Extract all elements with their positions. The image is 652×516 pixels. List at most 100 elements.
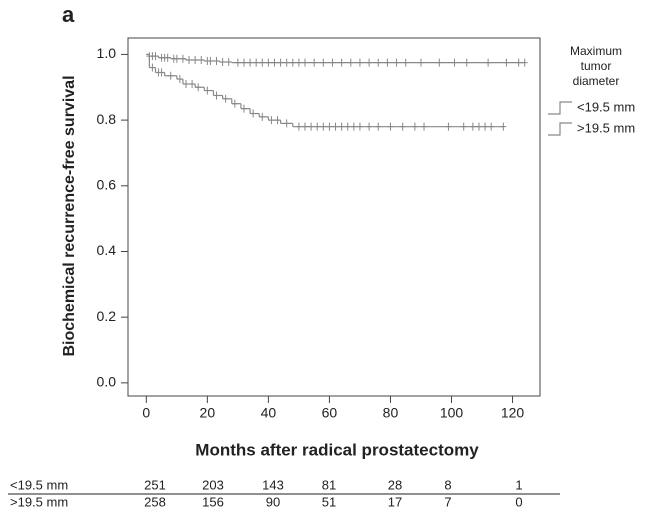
risk-count: 28 <box>388 477 402 492</box>
censor-mark <box>289 58 296 67</box>
censor-mark <box>350 122 357 131</box>
legend-symbol <box>548 101 572 115</box>
censor-mark <box>247 58 254 67</box>
censor-mark <box>375 122 382 131</box>
censor-mark <box>347 58 354 67</box>
censor-mark <box>198 56 205 65</box>
x-tick-label: 0 <box>142 405 150 421</box>
censor-mark <box>488 122 495 131</box>
censor-mark <box>189 79 196 88</box>
censor-mark <box>253 58 260 67</box>
y-tick-label: 0.8 <box>97 111 117 127</box>
legend-label: <19.5 mm <box>577 99 635 114</box>
censor-mark <box>344 122 351 131</box>
censor-mark <box>393 58 400 67</box>
risk-count: 81 <box>322 477 336 492</box>
censor-mark <box>302 122 309 131</box>
censor-mark <box>503 58 510 67</box>
censor-mark <box>250 109 257 118</box>
censor-mark <box>268 116 275 125</box>
censor-mark <box>320 58 327 67</box>
censor-mark <box>225 57 232 66</box>
censor-mark <box>329 58 336 67</box>
censor-mark <box>311 58 318 67</box>
censor-mark <box>271 58 278 67</box>
censor-mark <box>158 68 165 77</box>
censor-mark <box>387 122 394 131</box>
panel-label: a <box>62 2 75 27</box>
censor-mark <box>384 58 391 67</box>
censor-mark <box>302 58 309 67</box>
censor-mark <box>259 112 266 121</box>
censor-mark <box>186 56 193 65</box>
censor-mark <box>176 75 183 84</box>
censor-mark <box>167 71 174 80</box>
y-tick-label: 1.0 <box>97 45 117 61</box>
censor-mark <box>295 122 302 131</box>
censor-mark <box>164 53 171 62</box>
censor-mark <box>469 122 476 131</box>
censor-mark <box>192 56 199 65</box>
censor-mark <box>402 58 409 67</box>
x-tick-label: 40 <box>261 405 277 421</box>
censor-mark <box>234 58 241 67</box>
legend-symbol <box>548 122 572 136</box>
censor-mark <box>173 54 180 63</box>
censor-mark <box>240 58 247 67</box>
censor-mark <box>283 58 290 67</box>
censor-mark <box>366 122 373 131</box>
censor-mark <box>231 99 238 108</box>
y-tick-label: 0.2 <box>97 308 117 324</box>
censor-mark <box>500 122 507 131</box>
censor-mark <box>204 86 211 95</box>
censor-mark <box>451 58 458 67</box>
censor-mark <box>149 63 156 72</box>
censor-mark <box>475 122 482 131</box>
censor-mark <box>463 58 470 67</box>
censor-mark <box>314 122 321 131</box>
risk-row-label: >19.5 mm <box>10 494 68 509</box>
risk-count: 156 <box>202 494 224 509</box>
censor-mark <box>411 122 418 131</box>
censor-mark <box>320 122 327 131</box>
x-tick-label: 100 <box>440 405 464 421</box>
censor-mark <box>274 116 281 125</box>
risk-count: 90 <box>266 494 280 509</box>
censor-mark <box>436 58 443 67</box>
risk-count: 143 <box>262 477 284 492</box>
censor-mark <box>277 58 284 67</box>
risk-count: 251 <box>144 477 166 492</box>
risk-row-label: <19.5 mm <box>10 477 68 492</box>
y-axis-label: Biochemical recurrence-free survival <box>61 75 78 356</box>
risk-count: 17 <box>388 494 402 509</box>
y-tick-label: 0.0 <box>97 374 117 390</box>
risk-count: 1 <box>515 477 522 492</box>
censor-mark <box>219 57 226 66</box>
censor-mark <box>326 122 333 131</box>
censor-mark <box>195 83 202 92</box>
censor-mark <box>460 122 467 131</box>
censor-mark <box>295 58 302 67</box>
censor-mark <box>265 58 272 67</box>
risk-count: 7 <box>444 494 451 509</box>
censor-mark <box>179 54 186 63</box>
censor-mark <box>222 94 229 103</box>
x-tick-label: 120 <box>501 405 525 421</box>
y-tick-label: 0.6 <box>97 177 117 193</box>
x-tick-label: 60 <box>322 405 338 421</box>
censor-mark <box>213 56 220 65</box>
risk-count: 258 <box>144 494 166 509</box>
censor-mark <box>308 122 315 131</box>
censor-mark <box>338 122 345 131</box>
x-tick-label: 80 <box>383 405 399 421</box>
risk-count: 51 <box>322 494 336 509</box>
censor-mark <box>521 58 528 67</box>
censor-mark <box>213 91 220 100</box>
plot-frame <box>127 37 541 397</box>
risk-count: 0 <box>515 494 522 509</box>
censor-mark <box>356 122 363 131</box>
y-tick-label: 0.4 <box>97 242 117 258</box>
censor-mark <box>366 58 373 67</box>
censor-mark <box>152 52 159 61</box>
censor-mark <box>283 119 290 128</box>
